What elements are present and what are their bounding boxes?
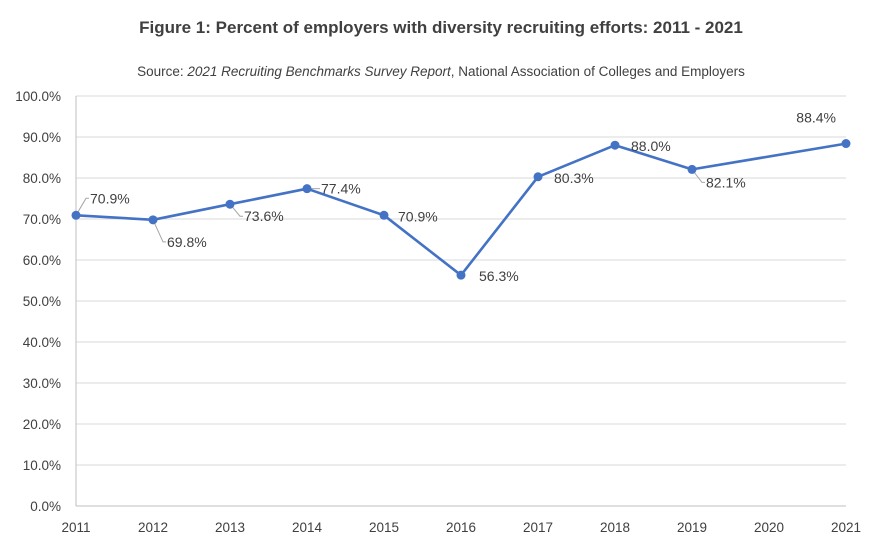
x-tick-label-2013: 2013 [215, 520, 245, 535]
x-tick-label-2014: 2014 [292, 520, 323, 535]
data-label-2014: 77.4% [321, 181, 361, 197]
x-tick-label-2020: 2020 [754, 520, 784, 535]
y-tick-label-100: 100.0% [15, 89, 61, 104]
data-point-2014 [302, 184, 312, 194]
data-point-2016 [456, 270, 466, 280]
data-label-2018: 88.0% [631, 138, 671, 154]
series-line-0 [75, 142, 847, 277]
gridlines [76, 95, 846, 466]
x-tick-label-2018: 2018 [600, 520, 630, 535]
y-tick-label-50: 50.0% [23, 294, 61, 309]
y-tick-label-10: 10.0% [23, 458, 61, 473]
x-tick-label-2015: 2015 [369, 520, 399, 535]
y-tick-label-30: 30.0% [23, 376, 61, 391]
x-tick-label-2019: 2019 [677, 520, 707, 535]
chart-title: Figure 1: Percent of employers with dive… [139, 18, 743, 37]
x-tick-label-2017: 2017 [523, 520, 553, 535]
subtitle-prefix: Source: [137, 64, 188, 79]
data-point-2017 [533, 172, 543, 182]
data-labels: 70.9% 69.8% 73.6% 77.4% 70.9% 56.3% 80.3% 88.0%… [90, 110, 836, 285]
data-points [71, 139, 851, 280]
y-tick-label-90: 90.0% [23, 130, 61, 145]
subtitle-report-name: 2021 Recruiting Benchmarks Survey Report [187, 64, 451, 79]
y-tick-label-80: 80.0% [23, 171, 61, 186]
x-tick-label-2016: 2016 [446, 520, 476, 535]
y-tick-label-70: 70.0% [23, 212, 61, 227]
data-label-2015: 70.9% [398, 208, 438, 224]
y-tick-label-0: 0.0% [30, 499, 61, 514]
data-label-2021: 88.4% [796, 110, 836, 126]
data-point-2019 [687, 164, 697, 174]
x-tick-label-2021: 2021 [831, 520, 861, 535]
leader-line-2011 [75, 197, 89, 216]
data-label-2019: 82.1% [706, 174, 746, 190]
data-label-2016: 56.3% [479, 268, 519, 284]
x-tick-label-2012: 2012 [138, 520, 168, 535]
data-point-2018 [610, 140, 620, 150]
data-point-2015 [379, 210, 389, 220]
data-point-2013 [225, 199, 235, 209]
chart-subtitle: Source: 2021 Recruiting Benchmarks Surve… [0, 64, 882, 79]
leader-line-2012 [152, 219, 166, 243]
subtitle-suffix: , National Association of Colleges and E… [450, 64, 745, 79]
data-point-2021 [841, 139, 851, 149]
data-label-2012: 69.8% [167, 234, 207, 250]
data-label-2017: 80.3% [554, 170, 594, 186]
leader-line-2013 [229, 203, 243, 217]
y-tick-label-60: 60.0% [23, 253, 61, 268]
leader-line-2019 [691, 169, 705, 183]
data-point-2012 [148, 215, 158, 225]
leader-lines [75, 169, 705, 243]
data-label-2013: 73.6% [244, 208, 284, 224]
axes: 0.0% 10.0% 20.0% 30.0% 40.0% 50.0% 60.0% 70.0% 8… [15, 89, 861, 535]
y-tick-label-40: 40.0% [23, 335, 61, 350]
data-point-2011 [71, 210, 81, 220]
series-line-layer [75, 142, 847, 277]
data-label-2011: 70.9% [90, 190, 130, 206]
x-tick-label-2011: 2011 [61, 520, 90, 535]
y-tick-label-20: 20.0% [23, 417, 61, 432]
